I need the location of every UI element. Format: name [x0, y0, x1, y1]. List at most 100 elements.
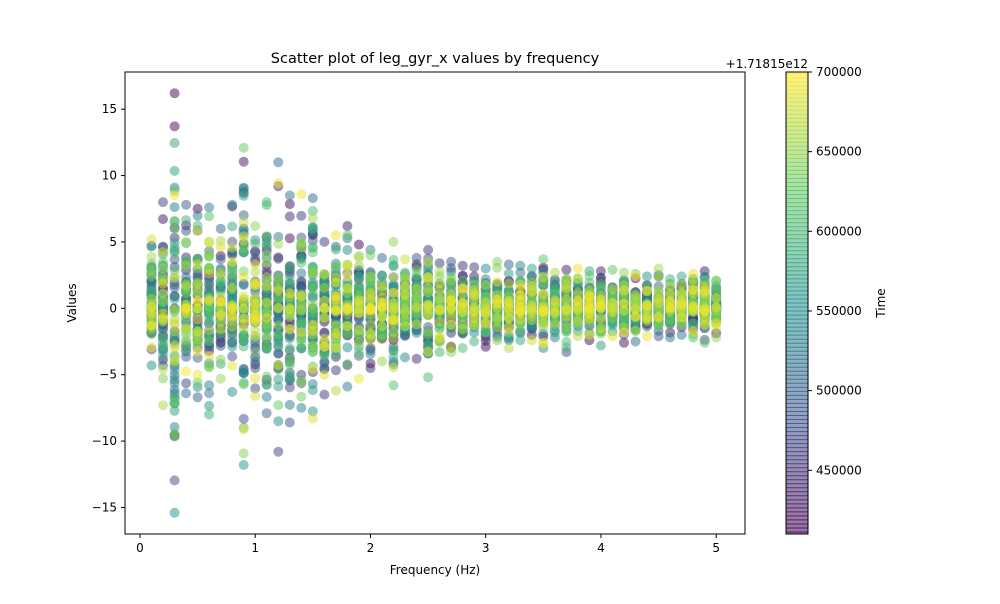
scatter-point — [158, 350, 168, 361]
scatter-point — [284, 233, 295, 244]
scatter-point — [227, 221, 238, 232]
scatter-point — [227, 300, 238, 311]
scatter-point — [238, 142, 249, 153]
x-tick-label: 0 — [136, 541, 144, 555]
scatter-point — [342, 271, 353, 282]
scatter-point — [330, 230, 341, 241]
scatter-point — [688, 285, 699, 296]
scatter-point — [238, 333, 249, 344]
scatter-point — [169, 88, 180, 99]
scatter-point — [388, 362, 399, 373]
scatter-point — [158, 197, 168, 208]
scatter-point — [204, 325, 215, 336]
scatter-point — [169, 190, 180, 201]
scatter-point — [204, 380, 215, 391]
scatter-point — [434, 333, 445, 344]
scatter-point — [319, 269, 330, 280]
scatter-point — [342, 283, 353, 294]
scatter-point — [469, 313, 480, 324]
scatter-point — [204, 238, 215, 249]
y-tick-label: −10 — [92, 434, 117, 448]
scatter-point — [307, 406, 318, 417]
colorbar-tick-label: 500000 — [816, 384, 862, 398]
scatter-point — [284, 199, 295, 210]
scatter-point — [307, 266, 318, 277]
scatter-point — [169, 121, 180, 132]
scatter-point — [181, 351, 192, 362]
scatter-point — [250, 383, 261, 394]
scatter-point — [377, 312, 387, 323]
scatter-point — [630, 325, 641, 336]
scatter-point — [273, 302, 284, 313]
scatter-point — [250, 293, 261, 304]
scatter-point — [388, 236, 399, 247]
scatter-point — [469, 262, 480, 273]
scatter-point — [423, 272, 434, 283]
scatter-point — [319, 236, 330, 247]
scatter-point — [215, 324, 226, 334]
scatter-point — [146, 241, 157, 252]
scatter-point — [561, 322, 572, 332]
scatter-point — [204, 336, 215, 347]
scatter-point — [158, 400, 168, 411]
scatter-point — [261, 379, 272, 390]
scatter-point — [434, 284, 445, 295]
colorbar-tick-label: 650000 — [816, 145, 862, 159]
scatter-point — [434, 258, 445, 269]
scatter-point — [169, 247, 180, 258]
scatter-point — [261, 312, 272, 323]
scatter-point — [538, 305, 549, 316]
scatter-point — [688, 325, 699, 336]
scatter-point — [296, 327, 307, 338]
scatter-point — [146, 251, 157, 262]
scatter-point — [215, 254, 226, 265]
scatter-point — [642, 314, 652, 325]
scatter-point — [688, 302, 699, 313]
scatter-point — [204, 362, 215, 373]
scatter-point — [261, 371, 272, 382]
scatter-point — [261, 231, 272, 242]
scatter-point — [273, 157, 284, 168]
scatter-point — [480, 263, 491, 274]
colorbar-label: Time — [874, 288, 888, 318]
scatter-point — [342, 381, 353, 392]
scatter-point — [330, 385, 341, 396]
scatter-point — [227, 256, 238, 267]
scatter-point — [469, 288, 480, 299]
scatter-point — [319, 282, 330, 293]
scatter-point — [699, 280, 710, 291]
scatter-point — [365, 304, 376, 315]
scatter-point — [688, 318, 699, 329]
colorbar-offset-text: +1.71815e12 — [726, 57, 808, 71]
scatter-point — [538, 288, 549, 299]
scatter-point — [284, 261, 295, 272]
scatter-point — [699, 319, 710, 330]
scatter-point — [330, 277, 341, 288]
scatter-point — [261, 333, 272, 344]
scatter-point — [169, 340, 180, 350]
scatter-point — [273, 253, 284, 264]
scatter-point — [215, 242, 226, 252]
scatter-point — [307, 385, 318, 396]
scatter-point — [284, 211, 295, 222]
scatter-point — [480, 297, 491, 308]
scatter-point — [158, 214, 168, 225]
scatter-point — [273, 329, 284, 340]
scatter-point — [434, 347, 445, 358]
scatter-point — [365, 319, 376, 330]
scatter-point — [273, 286, 284, 297]
scatter-point — [526, 263, 537, 274]
scatter-point — [215, 310, 226, 321]
scatter-point — [665, 295, 676, 306]
y-tick-label: 5 — [109, 235, 117, 249]
scatter-point — [261, 272, 272, 283]
scatter-point — [273, 340, 284, 351]
scatter-point — [699, 288, 710, 299]
scatter-point — [319, 312, 330, 323]
scatter-point — [158, 278, 168, 289]
scatter-point — [250, 373, 261, 384]
scatter-point — [330, 365, 341, 376]
scatter-point — [169, 265, 180, 276]
scatter-point — [607, 306, 618, 317]
